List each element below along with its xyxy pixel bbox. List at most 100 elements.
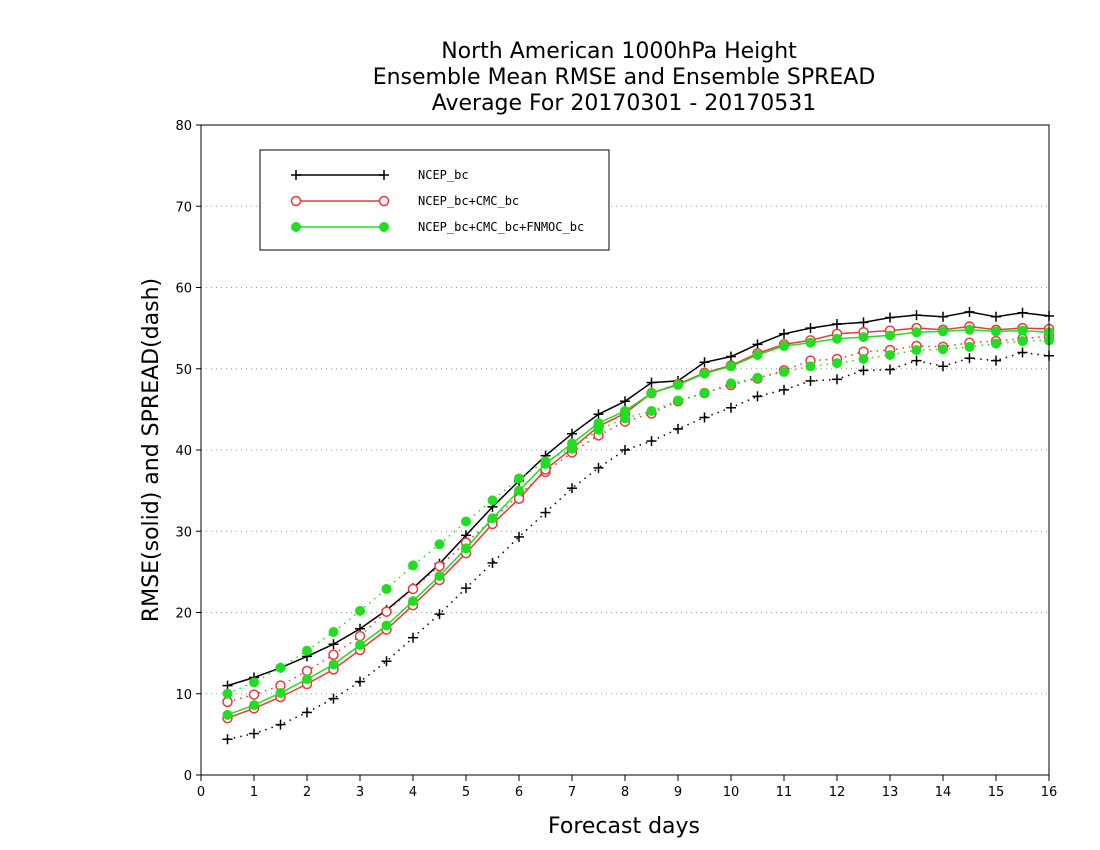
series-ncep-bc-cmc-bc-fnmoc-bc-rmse-point: [302, 674, 312, 685]
series-ncep-bc-cmc-bc-fnmoc-bc-spread-point: [461, 516, 471, 527]
chart-title-line-3: Average For 20170301 - 20170531: [432, 91, 817, 116]
series-ncep-bc-cmc-bc-fnmoc-bc-spread-point: [408, 560, 418, 571]
legend-marker-ncep-bc-cmc-bc-fnmoc-bc: [291, 222, 301, 232]
series-ncep-bc-cmc-bc-fnmoc-bc-spread-point: [1017, 336, 1028, 347]
series-ncep-bc-cmc-bc-fnmoc-bc-rmse-point: [487, 513, 498, 524]
x-tick-label-3: 3: [356, 785, 364, 800]
series-ncep-bc-cmc-bc-fnmoc-bc-spread-line: [227, 339, 1050, 695]
series-ncep-bc-spread-point: [991, 355, 1001, 366]
series-ncep-bc-cmc-bc-fnmoc-bc-rmse-point: [461, 543, 471, 554]
legend-box: [259, 149, 610, 251]
series-ncep-bc-spread-point: [699, 412, 710, 423]
series-ncep-bc-spread-point: [938, 361, 948, 372]
series-ncep-bc-cmc-bc-fnmoc-bc-spread-point: [911, 345, 922, 356]
x-tick-label-4: 4: [409, 785, 417, 800]
y-tick-label-10: 10: [175, 688, 192, 703]
series-ncep-bc-rmse-point: [699, 357, 710, 368]
series-ncep-bc-spread-point: [911, 355, 922, 366]
legend: NCEP_bc NCEP_bc+CMC_bc NCEP_bc+CMC_bc+FNMO…: [259, 149, 610, 251]
series-ncep-bc-rmse-point: [938, 311, 948, 322]
series-ncep-bc-rmse-point: [858, 317, 869, 328]
series-ncep-bc-cmc-bc-fnmoc-bc-spread-point: [328, 627, 339, 637]
series-ncep-bc-spread-point: [328, 693, 339, 704]
x-tick-label-15: 15: [988, 785, 1005, 800]
series-ncep-bc-cmc-bc-fnmoc-bc-rmse-point: [805, 337, 816, 348]
series-ncep-bc-cmc-bc-fnmoc-bc-rmse-point: [964, 324, 975, 335]
x-tick-label-11: 11: [776, 785, 793, 800]
legend-marker-ncep-bc: [379, 170, 389, 180]
series-ncep-bc-rmse-point: [646, 377, 657, 388]
series-ncep-bc-cmc-bc-fnmoc-bc-spread-point: [805, 361, 816, 372]
legend-marker-ncep-bc: [291, 170, 301, 180]
series-ncep-bc-spread-point: [620, 445, 630, 455]
series-ncep-bc-cmc-bc-fnmoc-bc-rmse-point: [434, 570, 445, 581]
series-ncep-bc-rmse-point: [593, 409, 604, 420]
y-tick-label-50: 50: [175, 363, 192, 378]
series-ncep-bc-cmc-bc-fnmoc-bc-spread-point: [726, 378, 736, 389]
y-tick-label-60: 60: [175, 282, 192, 297]
y-tick-label-30: 30: [175, 525, 192, 540]
series-ncep-bc-cmc-bc-spread-point: [407, 583, 419, 595]
series-ncep-bc-spread-line: [227, 351, 1050, 741]
series-ncep-bc-spread-point: [593, 462, 604, 473]
series-ncep-bc-rmse-point: [964, 306, 975, 317]
series-ncep-bc-spread-point: [434, 609, 445, 620]
series-ncep-bc-cmc-bc-fnmoc-bc-spread-point: [434, 539, 445, 550]
x-tick-label-8: 8: [621, 785, 629, 800]
series-ncep-bc-cmc-bc-fnmoc-bc-spread-point: [752, 372, 763, 383]
y-tick-label-80: 80: [175, 119, 192, 134]
series-ncep-bc-cmc-bc-fnmoc-bc-rmse-point: [275, 687, 286, 698]
legend-marker-ncep-bc-cmc-bc-fnmoc-bc: [379, 222, 389, 232]
series-ncep-bc-spread-point: [408, 632, 418, 643]
series-ncep-bc-rmse-point: [832, 319, 842, 330]
series-ncep-bc-cmc-bc-fnmoc-bc-rmse-point: [567, 438, 577, 449]
x-tick-label-2: 2: [303, 785, 311, 800]
series-ncep-bc-cmc-bc-fnmoc-bc-spread-point: [355, 605, 365, 616]
series-ncep-bc-cmc-bc-spread-point: [434, 560, 445, 572]
series-ncep-bc-rmse-point: [779, 328, 789, 339]
series-ncep-bc-spread-point: [567, 483, 577, 494]
series-ncep-bc-cmc-bc-fnmoc-bc-rmse-point: [514, 485, 524, 496]
series-layer: [222, 306, 1055, 745]
series-ncep-bc-cmc-bc-fnmoc-bc-spread-point: [858, 354, 869, 364]
x-tick-label-5: 5: [462, 785, 470, 800]
series-ncep-bc-rmse-point: [567, 428, 577, 439]
series-ncep-bc-spread-point: [779, 384, 789, 395]
series-ncep-bc-cmc-bc-fnmoc-bc-spread-point: [699, 388, 710, 399]
series-ncep-bc-cmc-bc-fnmoc-bc-spread-point: [964, 341, 975, 352]
series-ncep-bc-cmc-bc-fnmoc-bc-rmse-point: [646, 388, 657, 399]
series-ncep-bc-cmc-bc-fnmoc-bc-spread-point: [779, 367, 789, 377]
series-ncep-bc-spread-point: [964, 353, 975, 364]
y-tick-label-20: 20: [175, 607, 192, 622]
series-ncep-bc-cmc-bc-fnmoc-bc-rmse-point: [593, 418, 604, 429]
y-tick-label-0: 0: [184, 769, 192, 784]
series-ncep-bc-cmc-bc-spread-point: [354, 630, 366, 642]
series-ncep-bc-cmc-bc-spread-point: [328, 649, 339, 660]
series-ncep-bc-rmse-point: [991, 311, 1001, 322]
series-ncep-bc-cmc-bc-fnmoc-bc-spread-point: [991, 338, 1001, 349]
x-tick-label-6: 6: [515, 785, 523, 800]
y-tick-label-70: 70: [175, 200, 192, 215]
series-ncep-bc-cmc-bc-fnmoc-bc-rmse-point: [540, 458, 551, 469]
series-ncep-bc-spread-point: [487, 557, 498, 568]
x-tick-label-7: 7: [568, 785, 576, 800]
series-ncep-bc-cmc-bc-fnmoc-bc-rmse-point: [1017, 325, 1028, 336]
series-ncep-bc-cmc-bc-spread-point: [381, 606, 392, 617]
series-ncep-bc-spread-point: [805, 375, 816, 386]
series-ncep-bc-spread-point: [885, 364, 895, 375]
series-ncep-bc-cmc-bc-fnmoc-bc-rmse-point: [885, 330, 895, 341]
series-ncep-bc-cmc-bc-spread-point: [248, 689, 260, 700]
series-ncep-bc-cmc-bc-fnmoc-bc-rmse-point: [249, 700, 259, 711]
legend-marker-ncep-bc-cmc-bc: [378, 195, 390, 207]
series-ncep-bc-spread-point: [726, 402, 736, 413]
series-ncep-bc-cmc-bc-fnmoc-bc-spread-point: [487, 495, 498, 506]
series-ncep-bc-cmc-bc-fnmoc-bc-rmse-point: [938, 326, 948, 337]
series-ncep-bc-spread-point: [222, 734, 233, 745]
x-tick-label-12: 12: [829, 785, 846, 800]
series-ncep-bc-cmc-bc-fnmoc-bc-spread-point: [222, 688, 233, 699]
series-ncep-bc-cmc-bc-fnmoc-bc-spread-point: [275, 662, 286, 673]
x-tick-label-1: 1: [250, 785, 258, 800]
series-ncep-bc-cmc-bc-fnmoc-bc-spread-point: [302, 645, 312, 656]
y-tick-label-40: 40: [175, 444, 192, 459]
series-ncep-bc-spread-point: [540, 507, 551, 518]
